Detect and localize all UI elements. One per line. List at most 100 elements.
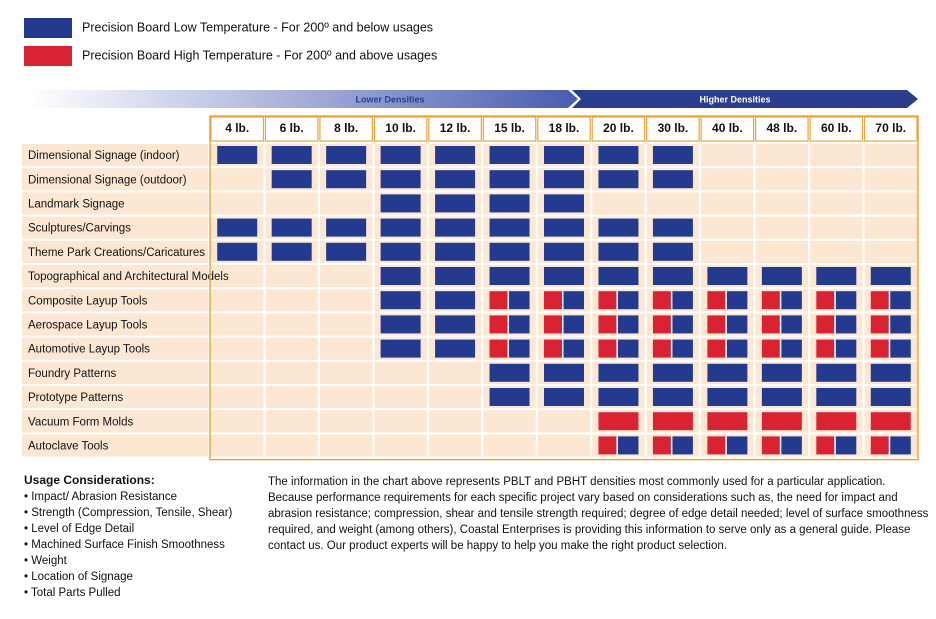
cell-mark	[544, 242, 584, 261]
row-bg	[22, 434, 208, 457]
cell-part	[507, 339, 530, 358]
usage-item: • Location of Signage	[24, 571, 133, 583]
row-bg	[22, 386, 208, 409]
cell-mark	[707, 363, 748, 382]
legend-swatch	[24, 18, 72, 38]
cell-divider	[725, 291, 727, 310]
row-label: Landmark Signage	[28, 199, 125, 211]
cell-mark	[326, 170, 367, 189]
cell-part	[598, 291, 617, 310]
cell-mark	[380, 218, 421, 237]
cell-mark	[435, 170, 476, 189]
cell-mark	[598, 267, 639, 285]
row-label: Dimensional Signage (outdoor)	[28, 174, 187, 186]
cell-mark	[816, 315, 857, 334]
cell-part	[616, 339, 639, 358]
cell-mark	[707, 388, 748, 406]
row-bg	[22, 265, 208, 288]
cell-mark	[435, 315, 476, 334]
cell-part	[544, 315, 562, 334]
cell-mark	[816, 388, 857, 406]
cell-mark	[544, 218, 584, 237]
cell-mark	[652, 291, 693, 310]
arrow-higher	[572, 90, 918, 108]
cell-part	[725, 291, 748, 310]
cell-mark	[489, 146, 530, 164]
cell-mark	[380, 194, 421, 213]
cell-mark	[761, 436, 802, 455]
row-bg	[22, 192, 208, 215]
header-cell	[373, 116, 428, 142]
cell-part	[725, 339, 748, 358]
cell-mark	[326, 242, 367, 261]
row-label: Autoclave Tools	[28, 441, 109, 453]
cell-mark	[271, 170, 312, 189]
cell-part	[616, 436, 639, 455]
cell-divider	[888, 436, 891, 455]
cell-mark	[761, 339, 802, 358]
cell-divider	[888, 339, 891, 358]
cell-mark	[544, 291, 584, 310]
cell-mark	[761, 315, 802, 334]
grid-border	[209, 115, 919, 461]
column-header: 20 lb.	[603, 121, 634, 135]
cell-divider	[507, 291, 510, 310]
cell-mark	[816, 412, 857, 431]
note: The information in the chart above repre…	[268, 476, 929, 552]
cell-mark	[598, 218, 639, 237]
cell-mark	[544, 194, 584, 213]
arrow-label: Higher Densities	[699, 94, 770, 104]
cell-divider	[507, 315, 510, 334]
cell-divider	[670, 315, 673, 334]
cell-mark	[652, 436, 693, 455]
cell-divider	[562, 315, 564, 334]
column-header: 70 lb.	[875, 121, 906, 135]
cell-mark	[435, 194, 476, 213]
cell-divider	[888, 315, 891, 334]
cell-divider	[670, 339, 673, 358]
cell-mark	[544, 146, 584, 164]
cell-part	[507, 315, 530, 334]
cell-mark	[380, 339, 421, 358]
column-header: 10 lb.	[385, 121, 416, 135]
cell-mark	[870, 363, 911, 382]
header-cell	[646, 116, 700, 142]
cell-mark	[544, 388, 584, 406]
cell-mark	[435, 267, 476, 285]
cell-divider	[834, 291, 836, 310]
cell-mark	[816, 267, 857, 285]
usage-item: • Strength (Compression, Tensile, Shear)	[24, 507, 233, 519]
cell-divider	[725, 436, 727, 455]
cell-mark	[489, 194, 530, 213]
cell-part	[670, 339, 693, 358]
cell-mark	[489, 291, 530, 310]
arrow-label: Lower Densities	[355, 94, 424, 104]
cell-mark	[870, 388, 911, 406]
cell-part	[562, 315, 584, 334]
cell-part	[707, 291, 726, 310]
cell-mark	[435, 339, 476, 358]
cell-divider	[779, 315, 782, 334]
cell-mark	[598, 315, 639, 334]
cell-mark	[544, 170, 584, 189]
cell-divider	[670, 291, 673, 310]
cell-mark	[544, 267, 584, 285]
row-label: Theme Park Creations/Caricatures	[28, 247, 205, 259]
cell-part	[816, 291, 835, 310]
cell-divider	[616, 339, 618, 358]
cell-mark	[816, 339, 857, 358]
cell-divider	[834, 315, 836, 334]
row-label: Foundry Patterns	[28, 368, 116, 380]
cell-mark	[598, 412, 639, 431]
cell-mark	[489, 363, 530, 382]
cell-mark	[544, 363, 584, 382]
usage-title: Usage Considerations:	[24, 473, 155, 487]
cell-part	[761, 436, 780, 455]
column-header: 6 lb.	[280, 121, 304, 135]
cell-mark	[435, 218, 476, 237]
legend-swatch	[24, 46, 72, 66]
cell-part	[779, 436, 802, 455]
cell-divider	[562, 291, 564, 310]
cell-part	[834, 339, 857, 358]
cell-mark	[870, 291, 911, 310]
